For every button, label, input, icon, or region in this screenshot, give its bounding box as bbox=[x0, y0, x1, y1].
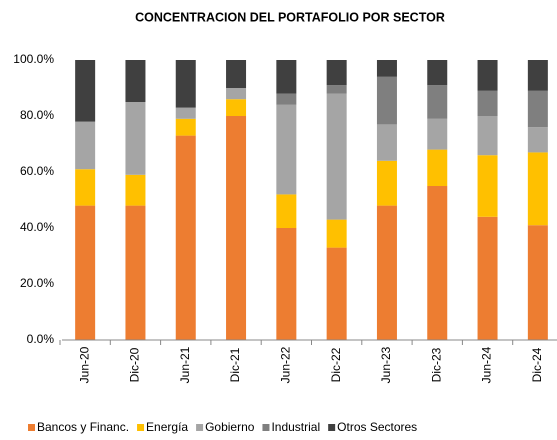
bar-segment bbox=[175, 60, 196, 108]
bar-segment bbox=[326, 85, 347, 94]
bar-segment bbox=[477, 216, 498, 340]
bar-segment bbox=[527, 60, 548, 91]
bar-segment bbox=[376, 124, 397, 161]
legend-swatch bbox=[262, 424, 270, 431]
legend-label: Bancos y Financ. bbox=[37, 420, 129, 434]
bar-segment bbox=[276, 194, 297, 228]
x-tick-label: Dic-20 bbox=[128, 347, 142, 382]
bar-segment bbox=[477, 90, 498, 116]
x-tick-label: Jun-23 bbox=[379, 346, 393, 383]
bar-segment bbox=[326, 60, 347, 86]
bar-segment bbox=[125, 102, 146, 175]
bar-segment bbox=[175, 107, 196, 119]
bar-segment bbox=[276, 104, 297, 195]
bar-segment bbox=[326, 219, 347, 248]
bar-segment bbox=[75, 205, 96, 340]
legend-label: Otros Sectores bbox=[337, 420, 417, 434]
y-tick-label: 100.0% bbox=[13, 52, 54, 66]
y-tick-label: 20.0% bbox=[20, 276, 54, 290]
bar-segment bbox=[427, 186, 448, 340]
x-tick-label: Dic-22 bbox=[329, 347, 343, 382]
bar-segment bbox=[427, 149, 448, 186]
y-tick-label: 80.0% bbox=[20, 108, 54, 122]
bar-segment bbox=[376, 76, 397, 125]
bar-segment bbox=[477, 155, 498, 217]
chart-title: CONCENTRACION DEL PORTAFOLIO POR SECTOR bbox=[135, 10, 445, 24]
bar-segment bbox=[427, 85, 448, 119]
y-tick-label: 40.0% bbox=[20, 220, 54, 234]
bar-segment bbox=[75, 169, 96, 206]
bar-segment bbox=[326, 93, 347, 220]
x-tick-label: Dic-21 bbox=[228, 347, 242, 382]
bar-segment bbox=[226, 60, 247, 88]
bar-segment bbox=[427, 60, 448, 86]
bar-segment bbox=[125, 60, 146, 102]
bar-segment bbox=[175, 135, 196, 340]
y-tick-label: 60.0% bbox=[20, 164, 54, 178]
bar-segment bbox=[226, 99, 247, 116]
bar-segment bbox=[527, 127, 548, 153]
bar-segment bbox=[226, 88, 247, 100]
bar-segment bbox=[427, 118, 448, 150]
legend-label: Gobierno bbox=[205, 420, 255, 434]
x-tick-label: Jun-22 bbox=[279, 346, 293, 383]
y-tick-label: 0.0% bbox=[27, 332, 55, 346]
bar-segment bbox=[376, 60, 397, 77]
bar-segment bbox=[326, 247, 347, 340]
bar-segment bbox=[276, 60, 297, 94]
bar-segment bbox=[276, 93, 297, 105]
bar-segment bbox=[376, 205, 397, 340]
legend-label: Industrial bbox=[271, 420, 320, 434]
bar-segment bbox=[75, 60, 96, 122]
x-tick-label: Dic-24 bbox=[530, 347, 544, 382]
bar-segment bbox=[376, 160, 397, 206]
legend-swatch bbox=[28, 424, 35, 431]
bar-segment bbox=[477, 116, 498, 156]
legend-swatch bbox=[328, 424, 336, 431]
bar-segment bbox=[125, 174, 146, 206]
bar-segment bbox=[527, 152, 548, 226]
bar-segment bbox=[527, 225, 548, 340]
bar-segment bbox=[75, 121, 96, 170]
bar-segment bbox=[527, 90, 548, 128]
bar-segment bbox=[125, 205, 146, 340]
x-tick-label: Jun-20 bbox=[77, 346, 91, 383]
legend-swatch bbox=[137, 424, 145, 431]
x-tick-label: Dic-23 bbox=[429, 347, 443, 382]
bar-segment bbox=[276, 228, 297, 340]
legend-label: Energía bbox=[146, 420, 188, 434]
bar-segment bbox=[175, 118, 196, 136]
bar-segment bbox=[226, 116, 247, 340]
x-tick-label: Jun-24 bbox=[480, 346, 494, 383]
legend-swatch bbox=[196, 424, 204, 431]
x-tick-label: Jun-21 bbox=[178, 346, 192, 383]
bar-segment bbox=[477, 60, 498, 91]
